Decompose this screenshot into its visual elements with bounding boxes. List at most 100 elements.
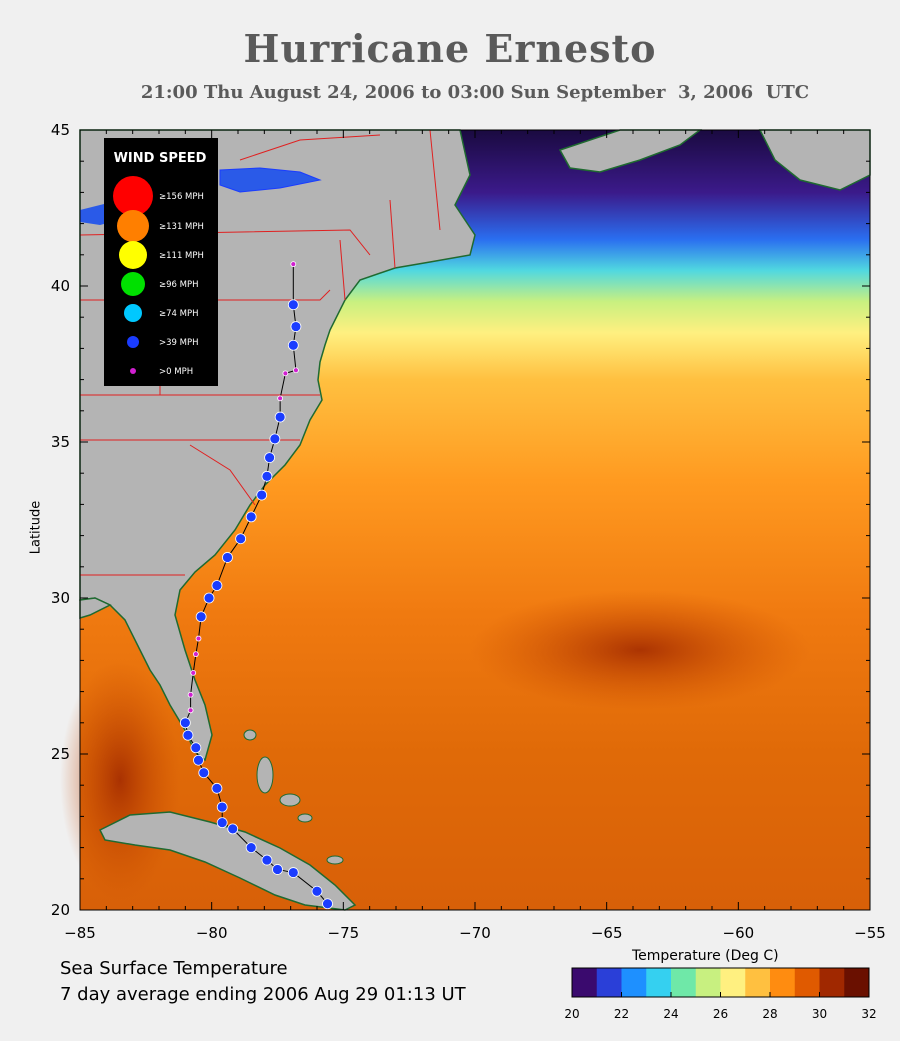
- lon-tick-label: −60: [723, 924, 755, 942]
- legend-swatch: [127, 336, 139, 348]
- hurricane-track-points: [179, 261, 333, 910]
- track-point: [269, 433, 281, 445]
- legend-swatch: [113, 176, 153, 216]
- track-point: [277, 395, 284, 402]
- temperature-colorbar: 20 22 24 26 28 30 32: [564, 967, 877, 1021]
- legend-label: ≥111 MPH: [159, 251, 204, 261]
- legend-swatch: [130, 368, 136, 374]
- colorbar-tick-label: 30: [812, 1007, 827, 1021]
- legend-swatch: [124, 304, 142, 322]
- track-point: [187, 691, 194, 698]
- colorbar-segment: [819, 968, 845, 997]
- track-point: [182, 729, 194, 741]
- map-subtitle: 21:00 Thu August 24, 2006 to 03:00 Sun S…: [140, 82, 810, 103]
- track-point: [290, 321, 302, 332]
- legend-label: ≥156 MPH: [159, 192, 204, 202]
- lon-tick-label: −85: [64, 924, 96, 942]
- track-point: [227, 823, 239, 835]
- track-point: [198, 767, 210, 779]
- lat-tick-label: 25: [51, 745, 70, 763]
- track-point: [261, 470, 273, 482]
- legend-swatch: [119, 241, 147, 269]
- colorbar-tick-label: 22: [614, 1007, 629, 1021]
- colorbar-segment: [596, 968, 622, 997]
- lat-tick-label: 20: [51, 901, 70, 919]
- colorbar-title: Temperature (Deg C): [632, 948, 779, 964]
- colorbar-segment: [621, 968, 647, 997]
- track-point: [222, 552, 233, 563]
- map-title: Hurricane Ernesto: [243, 26, 657, 71]
- track-point: [311, 885, 323, 897]
- lat-tick-label: 30: [51, 589, 70, 607]
- lon-tick-label: −65: [591, 924, 623, 942]
- lat-tick-label: 45: [51, 121, 70, 139]
- track-point: [245, 842, 257, 853]
- track-point: [192, 651, 199, 658]
- wind-speed-legend: WIND SPEED ≥156 MPH ≥131 MPH ≥111 MPH ≥96 M…: [104, 138, 218, 386]
- cuba-land: [98, 811, 357, 911]
- track-point: [216, 817, 228, 829]
- colorbar-segment: [572, 968, 598, 997]
- legend-swatch: [117, 210, 149, 242]
- track-point: [190, 742, 202, 754]
- track-point: [287, 339, 299, 351]
- track-point: [195, 611, 207, 623]
- axis-ticks: [79, 129, 871, 911]
- legend-label: >0 MPH: [159, 367, 193, 377]
- colorbar-segment: [671, 968, 697, 997]
- track-point: [190, 669, 197, 676]
- colorbar-tick-label: 32: [861, 1007, 876, 1021]
- track-point: [193, 754, 204, 766]
- lon-tick-label: −70: [459, 924, 491, 942]
- track-point: [256, 489, 268, 501]
- lon-tick-label: −55: [854, 924, 886, 942]
- track-point: [211, 580, 223, 591]
- legend-label: ≥96 MPH: [159, 280, 199, 290]
- colorbar-segment: [844, 968, 870, 997]
- track-point: [195, 635, 202, 642]
- lat-tick-labels: 45 40 35 30 25 20: [51, 121, 70, 919]
- legend-label: ≥74 MPH: [159, 309, 199, 319]
- lat-tick-label: 40: [51, 277, 70, 295]
- track-point: [187, 707, 194, 714]
- track-point: [322, 898, 333, 910]
- lon-tick-labels: −85 −80 −75 −70 −65 −60 −55: [64, 924, 886, 942]
- colorbar-segment: [745, 968, 771, 997]
- track-point: [203, 592, 215, 604]
- lat-tick-label: 35: [51, 433, 70, 451]
- legend-label: ≥131 MPH: [159, 222, 204, 232]
- legend-label: >39 MPH: [159, 338, 199, 348]
- track-point: [272, 864, 283, 875]
- bahamas-islands: [243, 729, 344, 865]
- track-point: [293, 367, 299, 374]
- track-point: [287, 867, 299, 878]
- track-point: [290, 261, 297, 268]
- track-point: [211, 782, 223, 794]
- colorbar-tick-label: 20: [564, 1007, 579, 1021]
- lon-tick-label: −80: [196, 924, 228, 942]
- caption-line-2: 7 day average ending 2006 Aug 29 01:13 U…: [60, 984, 466, 1005]
- track-point: [245, 511, 257, 523]
- legend-title: WIND SPEED: [114, 151, 207, 166]
- caption-line-1: Sea Surface Temperature: [60, 958, 288, 979]
- track-point: [282, 370, 289, 377]
- track-point: [261, 854, 273, 866]
- track-point: [264, 452, 276, 464]
- colorbar-tick-label: 28: [762, 1007, 777, 1021]
- track-point: [287, 299, 299, 311]
- warm-water-region: [470, 590, 810, 710]
- great-lakes: [219, 167, 322, 193]
- track-point: [274, 411, 286, 423]
- track-point: [179, 717, 191, 729]
- track-point: [216, 801, 228, 813]
- warm-water-gulf: [60, 660, 180, 900]
- colorbar-segment: [720, 968, 746, 997]
- colorbar-tick-label: 26: [713, 1007, 728, 1021]
- colorbar-segment: [646, 968, 672, 997]
- track-point: [235, 533, 247, 545]
- colorbar-segment: [695, 968, 721, 997]
- lon-tick-label: −75: [328, 924, 360, 942]
- colorbar-segment: [770, 968, 796, 997]
- legend-swatch: [121, 272, 145, 296]
